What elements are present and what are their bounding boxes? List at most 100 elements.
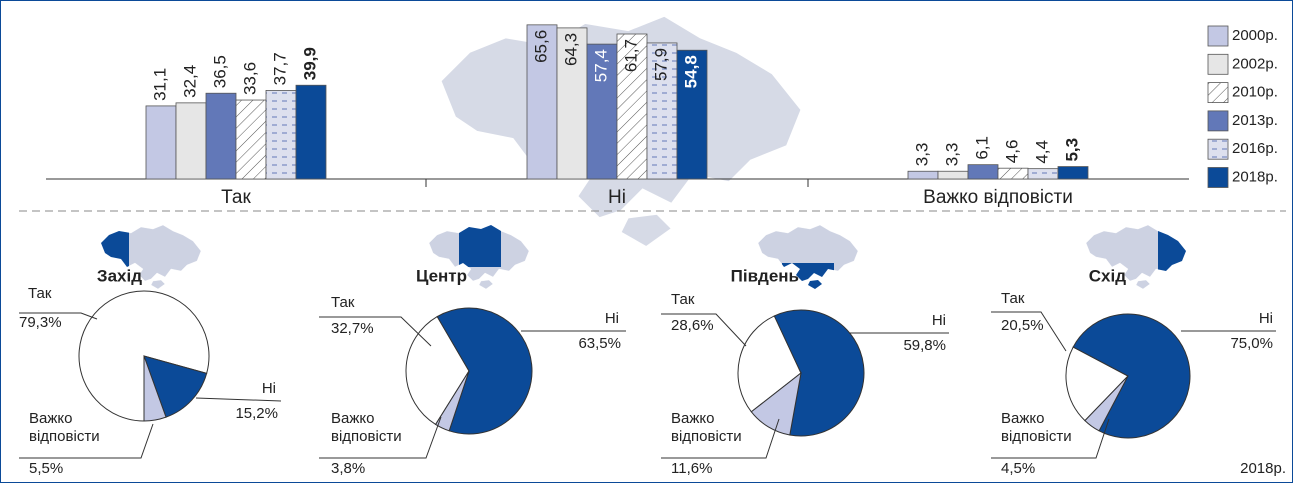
bar bbox=[205, 92, 237, 180]
pie-slice bbox=[143, 355, 167, 422]
bar bbox=[145, 105, 177, 180]
bar bbox=[967, 164, 999, 180]
pie-category-label: Ні bbox=[261, 380, 276, 397]
pie-value-label: 63,5% bbox=[578, 335, 621, 352]
bar bbox=[295, 84, 327, 180]
pie-value-label: 32,7% bbox=[331, 320, 374, 337]
data-label: 61,7 bbox=[621, 39, 640, 72]
region-map bbox=[428, 224, 530, 290]
legend-label: 2002р. bbox=[1232, 55, 1278, 72]
pie-slice bbox=[1072, 313, 1191, 439]
bar bbox=[676, 49, 708, 180]
data-label: 54,8 bbox=[681, 55, 700, 88]
data-label: 39,9 bbox=[300, 47, 319, 80]
leader-line bbox=[319, 316, 432, 347]
bar bbox=[586, 43, 618, 180]
x-tick-label: Ні bbox=[608, 187, 626, 208]
pie-slice bbox=[405, 315, 470, 426]
bar bbox=[235, 99, 267, 180]
pie-category-label: Ні bbox=[1258, 310, 1273, 327]
leader-line bbox=[661, 313, 747, 347]
data-label: 5,3 bbox=[1062, 138, 1081, 162]
pie-category-label: Важко відповісти bbox=[331, 410, 402, 445]
data-label: 31,1 bbox=[150, 68, 169, 101]
pie-slice bbox=[773, 309, 865, 437]
data-label: 33,6 bbox=[240, 62, 259, 95]
pie-category-label: Так bbox=[671, 291, 695, 308]
legend-swatch bbox=[1207, 82, 1229, 103]
pie-value-label: 20,5% bbox=[1001, 317, 1044, 334]
pie-value-label: 11,6% bbox=[671, 460, 713, 477]
bar bbox=[265, 90, 297, 180]
pie-category-label: Так bbox=[28, 285, 52, 302]
pie-category-label: Так bbox=[331, 294, 355, 311]
legend-swatch bbox=[1207, 25, 1229, 47]
data-label: 36,5 bbox=[210, 55, 229, 88]
legend-label: 2018р. bbox=[1232, 168, 1278, 185]
legend-swatch bbox=[1207, 53, 1229, 75]
leader-line bbox=[19, 312, 98, 320]
pie-value-label: 59,8% bbox=[903, 337, 946, 354]
note: 2018р. bbox=[1240, 460, 1286, 477]
pie-title: Схід bbox=[1089, 266, 1126, 285]
pie-slice bbox=[434, 370, 470, 432]
pie-value-label: 75,0% bbox=[1230, 335, 1273, 352]
leader-line bbox=[661, 418, 780, 459]
data-label: 57,4 bbox=[591, 49, 610, 82]
leader-line bbox=[195, 397, 282, 402]
pie-value-label: 79,3% bbox=[19, 314, 62, 331]
legend-label: 2013р. bbox=[1232, 112, 1278, 129]
pie-slice bbox=[1084, 375, 1129, 432]
data-label: 3,3 bbox=[912, 143, 931, 167]
pie-category-label: Ні bbox=[604, 310, 619, 327]
pie-category-label: Так bbox=[1001, 290, 1025, 307]
x-tick-label: Так bbox=[221, 187, 251, 208]
bar bbox=[997, 167, 1029, 180]
bar bbox=[937, 170, 969, 180]
bar bbox=[1027, 168, 1059, 180]
x-tick-label: Важко відповісти bbox=[923, 187, 1073, 208]
pie-slice bbox=[750, 371, 802, 436]
leader-line bbox=[991, 311, 1067, 352]
pie-title: Південь bbox=[731, 266, 799, 285]
bar bbox=[1057, 166, 1089, 180]
legend-label: 2016р. bbox=[1232, 140, 1278, 157]
pie-value-label: 28,6% bbox=[671, 317, 714, 334]
pie-title: Центр bbox=[416, 266, 467, 285]
bar bbox=[616, 33, 648, 180]
legend-swatch bbox=[1207, 138, 1229, 160]
pie-slice bbox=[1065, 346, 1129, 422]
data-label: 6,1 bbox=[972, 136, 991, 160]
bar bbox=[907, 170, 939, 180]
data-label: 65,6 bbox=[531, 30, 550, 63]
legend-label: 2000р. bbox=[1232, 27, 1278, 44]
pie-slice bbox=[143, 355, 208, 418]
data-label: 4,4 bbox=[1032, 140, 1051, 164]
bar bbox=[556, 27, 588, 180]
legend-swatch bbox=[1207, 110, 1229, 132]
bar bbox=[526, 24, 558, 180]
pie-value-label: 5,5% bbox=[29, 460, 64, 477]
legend-swatch bbox=[1207, 167, 1229, 188]
pie-title: Захід bbox=[97, 266, 142, 285]
data-label: 37,7 bbox=[270, 52, 289, 85]
data-label: 32,4 bbox=[180, 65, 199, 98]
pie-value-label: 15,2% bbox=[235, 405, 278, 422]
pie-slice bbox=[436, 307, 533, 435]
data-label: 64,3 bbox=[561, 33, 580, 66]
leader-line bbox=[319, 416, 442, 459]
pie-category-label: Важко відповісти bbox=[1001, 410, 1072, 445]
data-label: 4,6 bbox=[1002, 140, 1021, 164]
pie-category-label: Ні bbox=[931, 312, 946, 329]
pie-category-label: Важко відповісти bbox=[671, 410, 742, 445]
data-label: 57,9 bbox=[651, 48, 670, 81]
leader-line bbox=[19, 423, 154, 459]
data-label: 3,3 bbox=[942, 143, 961, 167]
pie-value-label: 4,5% bbox=[1001, 460, 1036, 477]
legend-label: 2010р. bbox=[1232, 84, 1278, 101]
bar bbox=[175, 102, 207, 180]
pie-category-label: Важко відповісти bbox=[29, 410, 100, 445]
pie-value-label: 3,8% bbox=[331, 460, 366, 477]
